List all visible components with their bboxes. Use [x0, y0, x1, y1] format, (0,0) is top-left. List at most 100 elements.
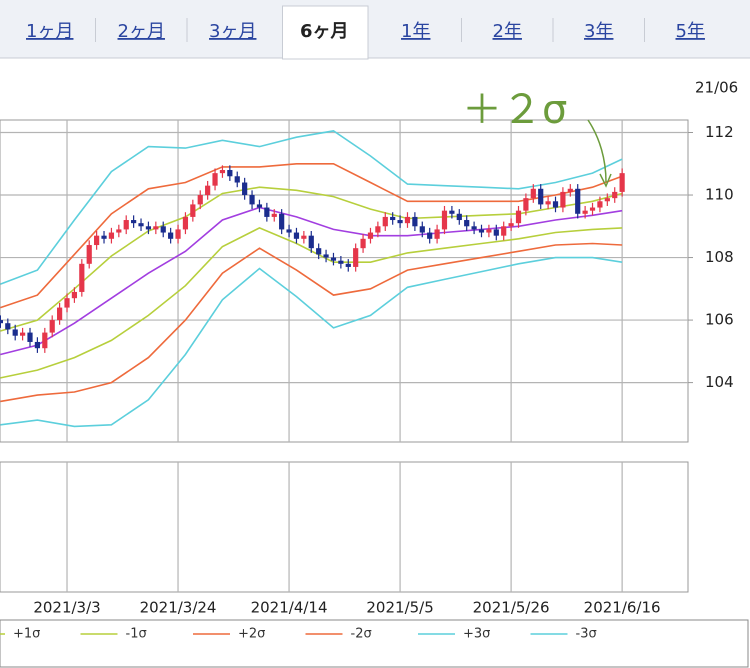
- legend-label: +3σ: [463, 627, 490, 642]
- band-line: [0, 227, 623, 379]
- candle-body: [79, 263, 85, 292]
- candle-body: [190, 204, 196, 217]
- tab[interactable]: 2年: [493, 21, 522, 42]
- tab[interactable]: 2ヶ月: [118, 21, 165, 42]
- marks: [0, 120, 688, 592]
- candle-body: [219, 170, 226, 174]
- band-line: [0, 206, 623, 356]
- candle-body: [545, 201, 551, 205]
- x-tick-label: 2021/6/16: [584, 599, 661, 617]
- active-tab: [282, 5, 369, 60]
- candle-body: [367, 232, 374, 239]
- annotation-arrow: [587, 119, 607, 183]
- candle-body: [597, 201, 603, 208]
- annotation-arrowhead: [599, 173, 612, 188]
- candle-body: [360, 238, 366, 249]
- candle-body: [404, 216, 411, 224]
- candle-body: [153, 226, 159, 230]
- candle-body: [501, 226, 507, 236]
- candle-body: [427, 232, 433, 239]
- y-tick-label: 106: [705, 311, 734, 329]
- x-tick-label: 2021/3/24: [140, 599, 217, 617]
- candle-body: [486, 229, 492, 233]
- x-tick-label: 2021/5/26: [473, 599, 550, 617]
- candle-body: [256, 204, 263, 208]
- candle-body: [575, 188, 581, 214]
- candle-body: [57, 307, 63, 321]
- candle-body: [145, 226, 152, 230]
- candle-body: [308, 235, 314, 249]
- tab-bar: [0, 0, 750, 58]
- candle-body: [227, 170, 233, 177]
- candle-body: [538, 188, 544, 205]
- candle-body: [552, 201, 559, 208]
- candle-body: [612, 191, 618, 199]
- candle-body: [101, 235, 107, 239]
- candle-body: [375, 226, 381, 233]
- candle-body: [249, 195, 255, 205]
- y-tick-label: 108: [705, 248, 734, 266]
- candle-body: [301, 235, 307, 239]
- candle-body: [412, 216, 418, 227]
- candle-body: [449, 210, 455, 214]
- candle-body: [560, 191, 566, 208]
- candle-body: [338, 260, 344, 264]
- tab[interactable]: 3年: [584, 21, 613, 42]
- candle-body: [108, 232, 115, 239]
- tab[interactable]: 1年: [401, 21, 430, 42]
- candle-body: [131, 220, 137, 224]
- candle-body: [20, 332, 26, 336]
- candle-body: [419, 226, 425, 233]
- candle-body: [264, 207, 270, 217]
- candle-body: [205, 185, 211, 196]
- candle-body: [71, 291, 78, 299]
- y-tick-label: 104: [705, 373, 734, 391]
- candle-body: [619, 173, 625, 192]
- candle-body: [242, 182, 248, 196]
- candle-body: [390, 216, 396, 221]
- legend-label: -3σ: [576, 627, 597, 642]
- candle-body: [530, 188, 536, 199]
- candle-body: [116, 229, 122, 233]
- candle-body: [64, 298, 70, 308]
- candle-body: [0, 320, 3, 324]
- candle-body: [160, 226, 166, 233]
- candle-body: [471, 226, 477, 230]
- candle-body: [94, 235, 100, 246]
- candle-body: [279, 213, 285, 230]
- tab[interactable]: 6ヶ月: [300, 21, 349, 42]
- candle-body: [5, 323, 11, 330]
- y-tick-label: 112: [705, 123, 734, 141]
- candle-body: [323, 254, 329, 258]
- candle-body: [286, 229, 292, 233]
- legend-label: +1σ: [13, 627, 40, 642]
- tab[interactable]: 1ヶ月: [26, 21, 73, 42]
- lower-panel: [0, 461, 689, 593]
- candle-body: [493, 229, 499, 236]
- tab[interactable]: 3ヶ月: [209, 21, 256, 42]
- candle-body: [464, 220, 470, 227]
- candle-body: [434, 229, 440, 239]
- candle-body: [353, 248, 359, 267]
- candle-body: [604, 198, 610, 202]
- candle-body: [316, 248, 322, 255]
- candle-body: [330, 257, 337, 261]
- candle-body: [123, 220, 129, 230]
- x-tick-label: 2021/4/14: [251, 599, 328, 617]
- candle-body: [234, 176, 240, 183]
- candle-body: [212, 173, 218, 186]
- annotation: ＋２σ: [462, 87, 567, 133]
- candle-body: [589, 207, 596, 211]
- candle-body: [168, 232, 174, 239]
- band-line: [0, 186, 623, 332]
- legend-label: -2σ: [351, 627, 372, 642]
- candle-body: [12, 329, 18, 336]
- candle-body: [582, 210, 588, 214]
- candle-body: [382, 216, 388, 227]
- candle-body: [515, 210, 522, 224]
- candle-body: [441, 210, 448, 230]
- candle-body: [138, 223, 144, 227]
- candle-body: [456, 213, 462, 221]
- tab[interactable]: 5年: [676, 21, 705, 42]
- band-line: [0, 130, 623, 285]
